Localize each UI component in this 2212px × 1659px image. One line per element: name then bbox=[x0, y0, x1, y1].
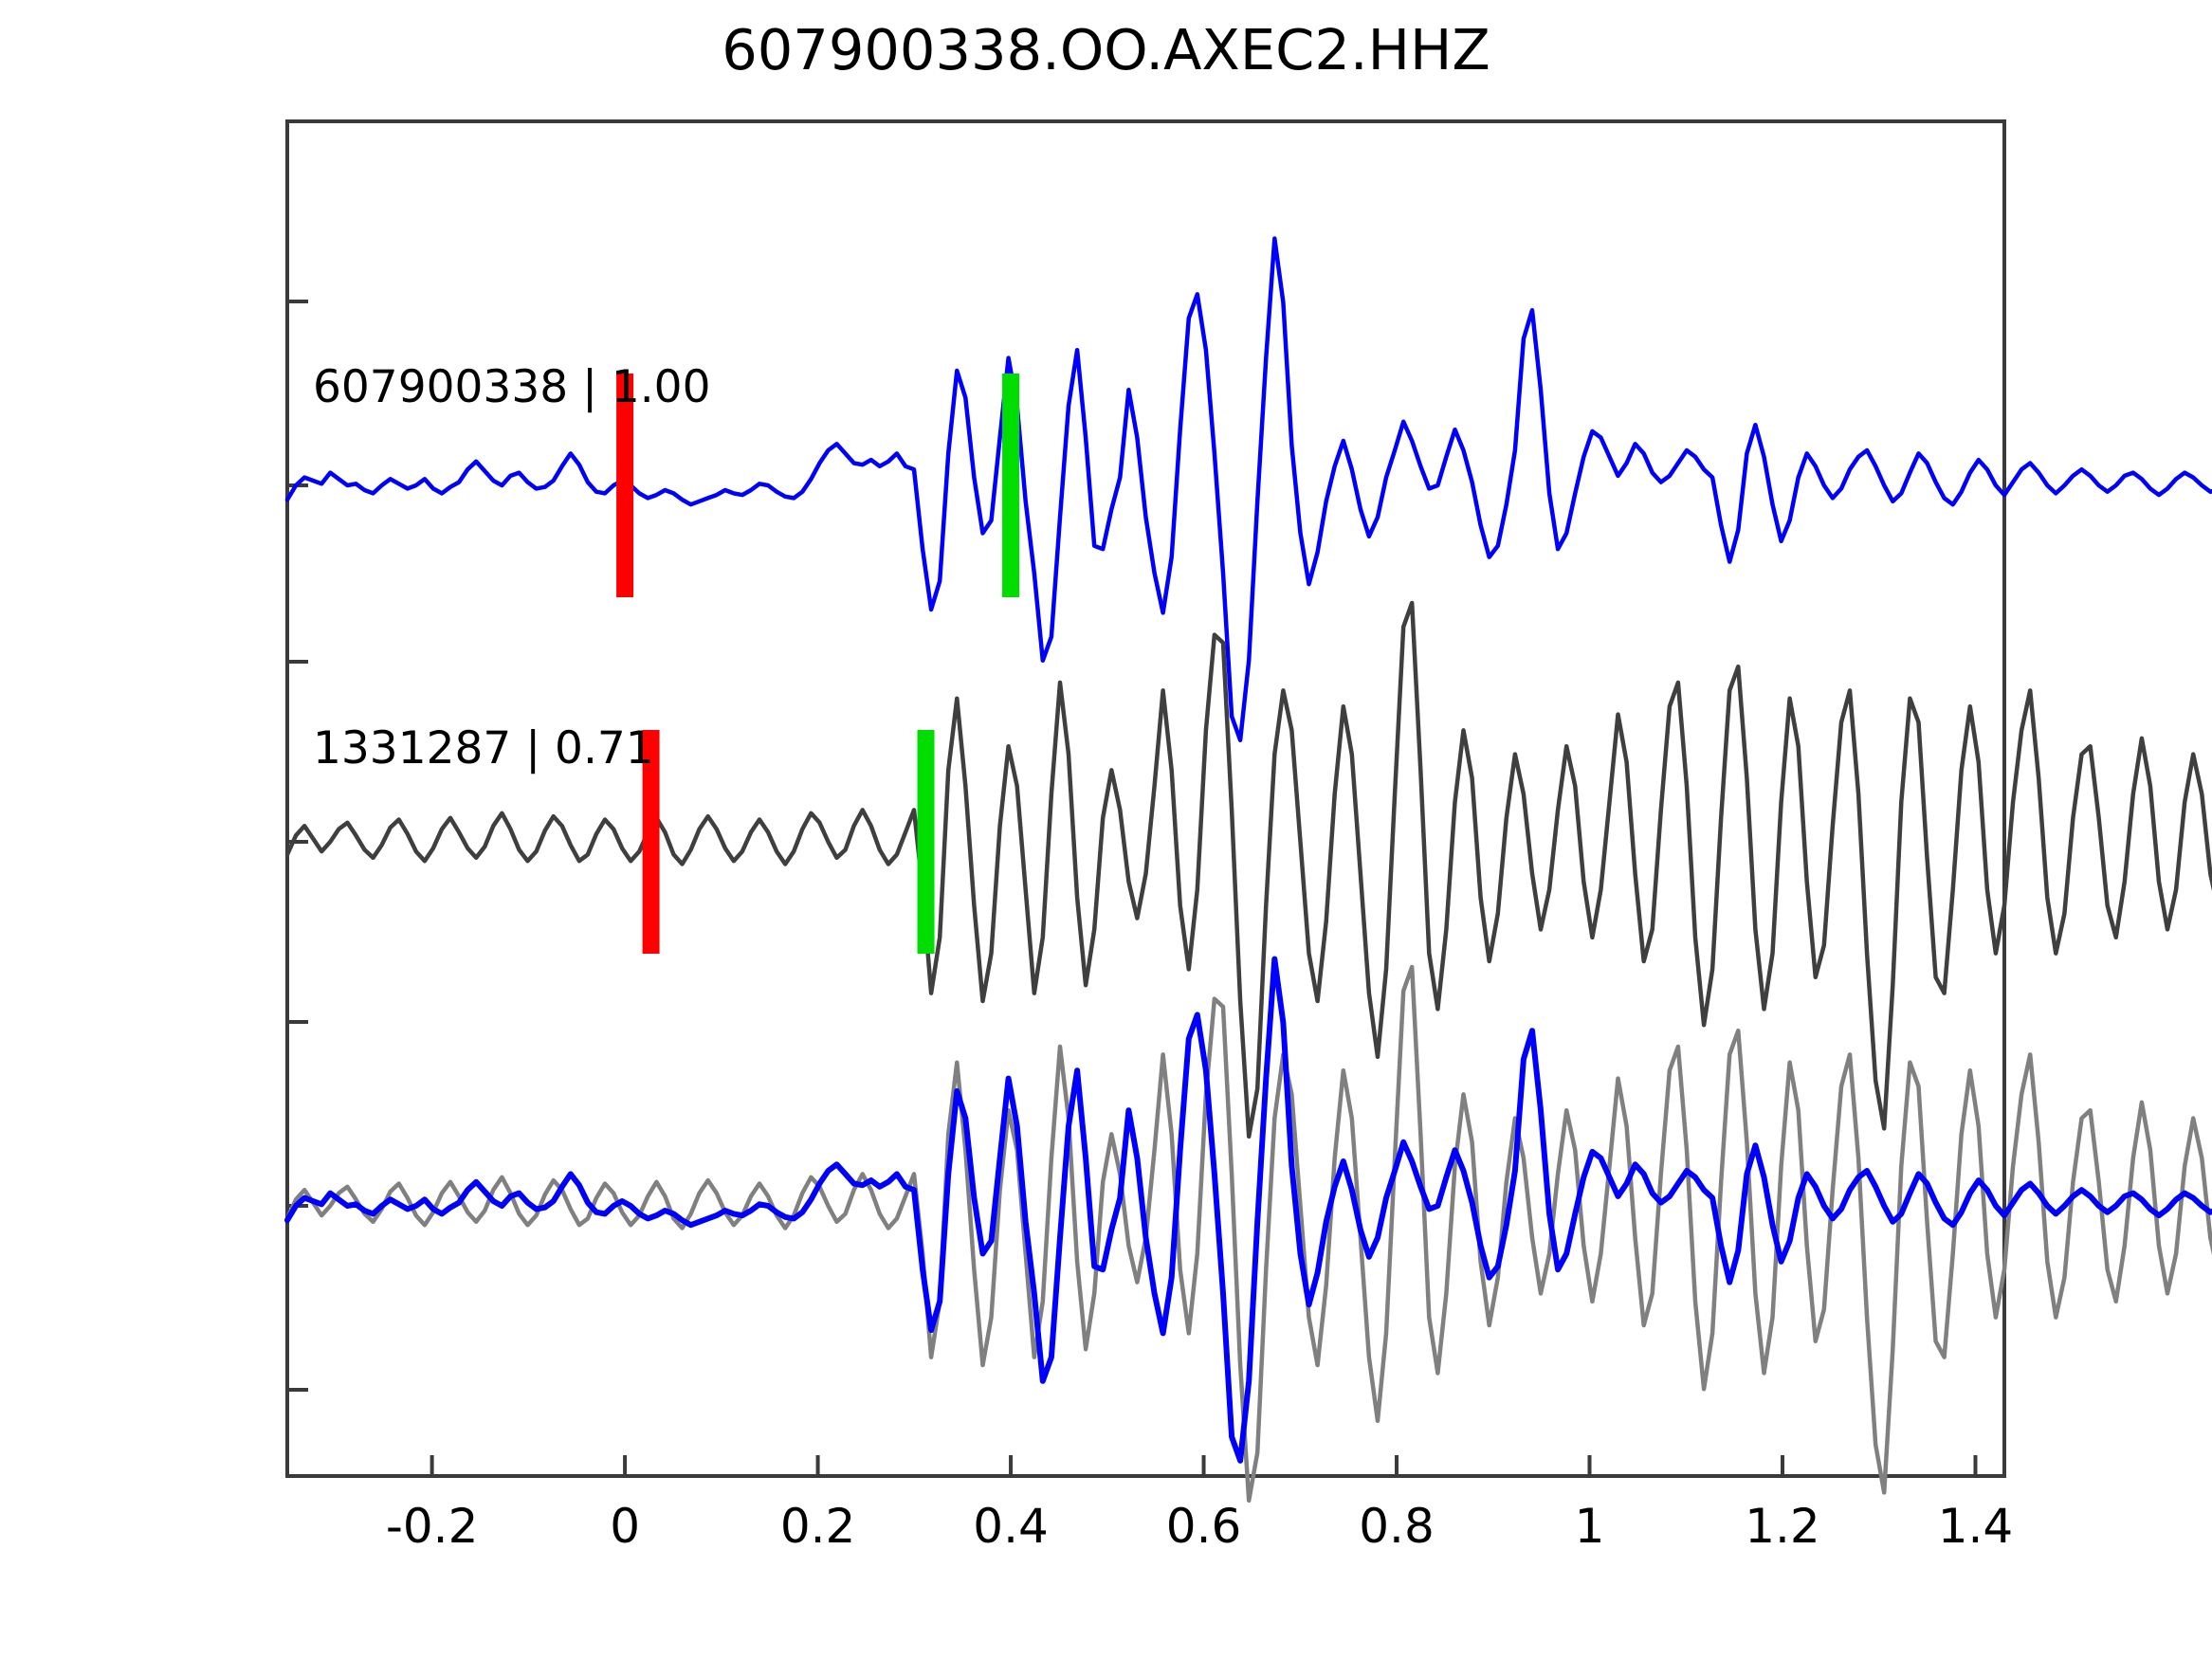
trace-2-label: 1331287 | 0.71 bbox=[313, 722, 654, 775]
x-tick-label: 1.4 bbox=[1938, 1499, 2014, 1554]
x-tick-label: 0.8 bbox=[1359, 1499, 1435, 1554]
s-pick-marker bbox=[917, 730, 935, 954]
waveform-overlay-gray bbox=[284, 964, 2212, 1504]
x-tick-label: 0.4 bbox=[973, 1499, 1049, 1554]
waveform-overlay-blue bbox=[284, 956, 2212, 1464]
x-tick-label: 0 bbox=[610, 1499, 640, 1554]
plot-frame bbox=[285, 119, 2006, 1478]
x-axis-ticks: -0.2 0 0.2 0.4 0.6 0.8 1 1.2 1.4 bbox=[386, 1455, 2013, 1554]
s-pick-marker bbox=[1002, 374, 1020, 597]
waveform-trace-1 bbox=[284, 236, 2212, 743]
waveform-traces bbox=[284, 236, 2212, 1504]
p-pick-marker bbox=[616, 374, 634, 597]
pick-markers bbox=[616, 374, 1020, 954]
x-tick-label: 0.6 bbox=[1166, 1499, 1242, 1554]
x-tick-label: 0.2 bbox=[780, 1499, 856, 1554]
x-tick-label: 1.2 bbox=[1745, 1499, 1820, 1554]
x-tick-label: -0.2 bbox=[386, 1499, 479, 1554]
page-title: 607900338.OO.AXEC2.HHZ bbox=[722, 17, 1490, 82]
p-pick-marker bbox=[642, 730, 660, 954]
waveform-trace-2 bbox=[284, 600, 2212, 1139]
trace-1-label: 607900338 | 1.00 bbox=[313, 361, 711, 413]
x-tick-label: 1 bbox=[1575, 1499, 1605, 1554]
